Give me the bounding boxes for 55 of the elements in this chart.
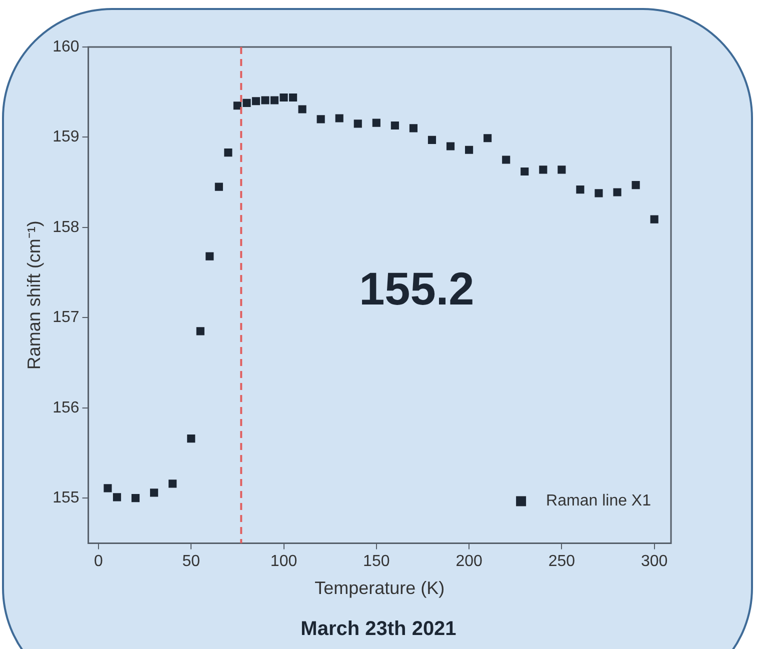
point — [576, 186, 584, 194]
legend-label: Raman line X1 — [546, 492, 652, 510]
x-tick-label: 200 — [456, 553, 482, 570]
x-axis-title: Temperature (K) — [314, 578, 445, 598]
point — [187, 434, 196, 443]
point — [270, 96, 279, 104]
point — [428, 136, 436, 144]
point — [390, 121, 399, 130]
point — [446, 142, 455, 150]
point — [288, 93, 298, 102]
point — [150, 488, 158, 497]
y-tick-label: 160 — [52, 38, 80, 56]
y-tick-label: 156 — [52, 399, 80, 416]
point — [242, 98, 251, 107]
x-tick-label: 150 — [363, 553, 390, 570]
point — [261, 96, 270, 104]
y-tick-label: 155 — [52, 489, 80, 506]
x-tick-label: 300 — [640, 553, 668, 570]
point — [298, 105, 306, 114]
y-tick-label: 158 — [52, 218, 80, 236]
point — [558, 166, 566, 174]
text: March 23th 2021 — [300, 618, 458, 641]
point — [132, 494, 140, 502]
point — [104, 484, 112, 492]
point — [484, 134, 492, 142]
point — [354, 120, 362, 128]
y-axis-title: Raman shift (cm⁻¹) — [24, 220, 44, 370]
point — [409, 124, 418, 132]
y-tick-label: 159 — [52, 128, 80, 146]
point — [224, 148, 232, 157]
point — [502, 156, 510, 164]
point — [520, 167, 529, 176]
point — [335, 114, 344, 122]
point — [316, 115, 325, 124]
x-tick-label: 0 — [94, 553, 104, 570]
point — [196, 327, 204, 336]
point — [214, 182, 223, 191]
point — [233, 102, 242, 110]
point — [206, 252, 214, 260]
y-tick-label: 157 — [52, 309, 80, 326]
point — [650, 215, 658, 224]
point — [632, 181, 640, 190]
point — [280, 93, 288, 102]
point — [539, 166, 548, 174]
x-tick-label: 250 — [548, 553, 576, 570]
annotation: 155.2 — [359, 262, 474, 315]
point — [252, 97, 260, 106]
point — [168, 480, 177, 488]
point — [112, 493, 122, 502]
point — [372, 118, 380, 127]
point — [594, 189, 603, 198]
point — [613, 188, 622, 196]
x-tick-label: 50 — [182, 553, 200, 570]
x-tick-label: 100 — [270, 553, 298, 570]
point — [465, 146, 474, 154]
